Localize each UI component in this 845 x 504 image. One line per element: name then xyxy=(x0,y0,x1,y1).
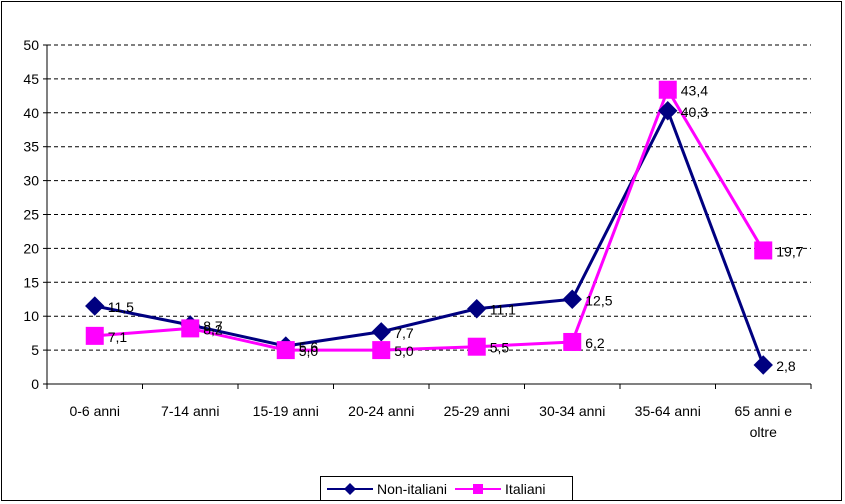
data-point-square xyxy=(181,319,200,338)
data-label: 8,2 xyxy=(203,321,223,337)
y-tick-label: 15 xyxy=(23,274,39,290)
data-label: 11,5 xyxy=(108,299,134,315)
x-tick-label: 25-29 anni xyxy=(444,403,510,419)
data-point-diamond xyxy=(562,289,582,309)
data-point-diamond xyxy=(753,355,773,375)
y-tick-label: 45 xyxy=(23,71,39,87)
y-tick-labels: 0 5 10 15 20 25 30 35 40 45 50 xyxy=(23,37,39,392)
data-label: 7,1 xyxy=(108,329,128,345)
data-label: 12,5 xyxy=(585,292,612,308)
y-tick-label: 35 xyxy=(23,139,39,155)
data-point-diamond xyxy=(371,322,391,342)
x-tick-label: 30-34 anni xyxy=(539,403,605,419)
data-label: 8,7 xyxy=(203,318,223,334)
y-tick-label: 40 xyxy=(23,105,39,121)
data-label: 5,6 xyxy=(299,339,319,355)
legend: Non-italiani Italiani xyxy=(320,476,573,501)
data-point-square xyxy=(754,241,773,260)
axes xyxy=(43,44,812,389)
x-tick-labels: 0-6 anni 7-14 anni 15-19 anni 20-24 anni 25-… xyxy=(69,403,792,440)
data-point-square xyxy=(276,341,295,360)
x-tick-label: 0-6 anni xyxy=(69,403,120,419)
legend-swatch-diamond-icon xyxy=(327,482,373,495)
data-label: 6,2 xyxy=(585,335,605,351)
y-tick-label: 5 xyxy=(31,342,39,358)
data-label: 11,1 xyxy=(490,302,516,318)
data-label: 40,3 xyxy=(681,104,708,120)
legend-item-non-italiani: Non-italiani xyxy=(321,477,447,500)
data-point-diamond xyxy=(658,101,678,121)
y-tick-label: 50 xyxy=(23,37,39,53)
y-tick-label: 30 xyxy=(23,173,39,189)
data-label: 19,7 xyxy=(776,243,803,259)
data-point-diamond xyxy=(85,296,105,316)
data-label: 7,7 xyxy=(394,325,414,341)
y-tick-label: 25 xyxy=(23,207,39,223)
x-tick-label: oltre xyxy=(750,424,777,440)
x-tick-label: 20-24 anni xyxy=(348,403,414,419)
series-markers xyxy=(85,80,773,375)
data-point-square xyxy=(563,332,582,351)
data-label: 43,4 xyxy=(681,83,708,99)
data-point-square xyxy=(658,80,677,99)
gridlines xyxy=(47,44,811,351)
x-tick-label: 65 anni e xyxy=(734,403,792,419)
series-lines xyxy=(94,88,765,366)
series-line xyxy=(94,109,765,366)
data-label: 5,5 xyxy=(490,340,510,356)
y-tick-label: 10 xyxy=(23,308,39,324)
data-point-square xyxy=(85,326,104,345)
series-line xyxy=(94,88,765,352)
data-label: 2,8 xyxy=(776,358,796,374)
data-point-diamond xyxy=(467,299,487,319)
data-label: 5,0 xyxy=(394,343,414,359)
x-tick-label: 35-64 anni xyxy=(635,403,701,419)
legend-label-non-italiani: Non-italiani xyxy=(377,480,448,497)
data-labels: 11,5 8,7 5,6 7,7 11,1 12,5 40,3 2,8 7,1 8,2 5,0 5,0… xyxy=(108,83,804,374)
legend-item-italiani: Italiani xyxy=(453,477,546,500)
data-label: 5,0 xyxy=(299,343,319,359)
x-tick-label: 15-19 anni xyxy=(253,403,319,419)
y-tick-label: 20 xyxy=(23,240,39,256)
data-point-square xyxy=(372,341,391,360)
data-point-square xyxy=(467,337,486,356)
legend-swatch-square-icon xyxy=(455,483,502,494)
y-tick-label: 0 xyxy=(31,376,39,392)
legend-label-italiani: Italiani xyxy=(505,480,546,497)
x-tick-label: 7-14 anni xyxy=(161,403,219,419)
